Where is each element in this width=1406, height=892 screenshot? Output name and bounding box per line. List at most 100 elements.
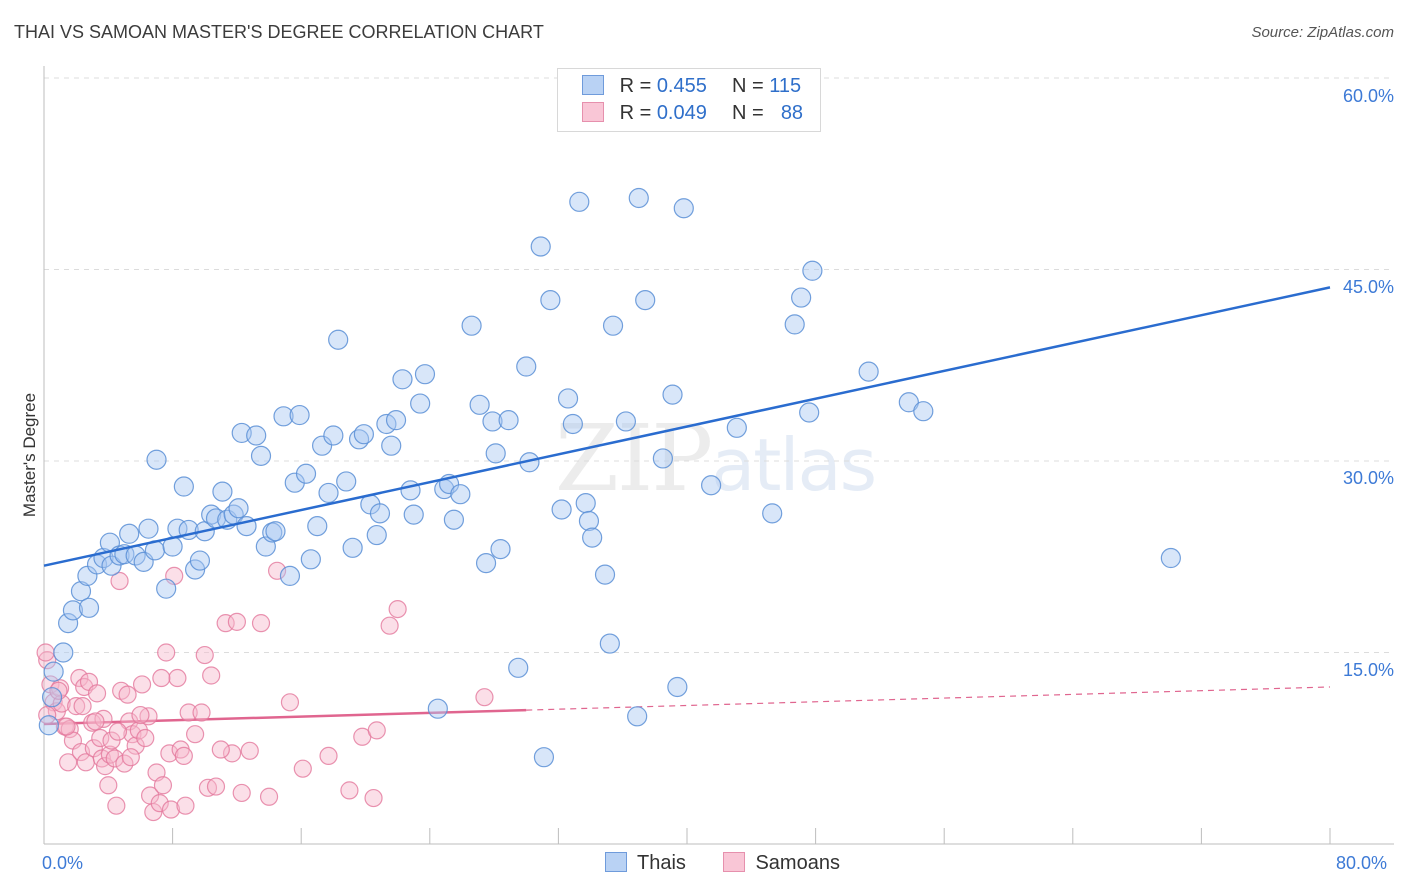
- samoans-point: [136, 728, 155, 748]
- thais-point: [482, 411, 503, 432]
- thais-point: [898, 392, 919, 413]
- samoans-point: [38, 705, 57, 725]
- thais-point: [41, 687, 63, 708]
- samoans-point: [118, 685, 137, 704]
- samoans-points: [36, 561, 494, 822]
- samoans-point: [121, 748, 140, 767]
- thais-point: [762, 503, 783, 524]
- samoans-point: [259, 787, 279, 806]
- thais-swatch: [605, 852, 627, 872]
- samoans-point: [38, 651, 57, 670]
- legend-item-thais: Thais: [605, 852, 686, 875]
- thais-point: [336, 471, 357, 492]
- legend-label-thais: Thais: [637, 852, 686, 874]
- thais-point: [485, 443, 506, 464]
- thais-point: [369, 503, 391, 524]
- thais-point: [575, 493, 596, 514]
- thais-point: [602, 315, 624, 336]
- thais-point: [307, 516, 328, 537]
- thais-point: [228, 498, 249, 519]
- thais-point: [381, 435, 402, 456]
- legend-r-value: 0.049: [656, 102, 707, 124]
- thais-trend-line: [43, 286, 1331, 567]
- thais-point: [498, 410, 519, 431]
- thais-point: [279, 565, 301, 587]
- samoans-point: [126, 736, 145, 755]
- samoans-point: [86, 712, 105, 731]
- x-tick-label: 0.0%: [42, 853, 84, 873]
- samoans-trend-extension: [526, 686, 1331, 711]
- samoans-point: [195, 645, 214, 665]
- samoans-point: [161, 800, 181, 819]
- thais-point: [530, 236, 551, 257]
- thais-point: [469, 394, 490, 415]
- legend-row-thais: R = 0.455 N = 115: [582, 75, 801, 98]
- samoans-point: [153, 776, 173, 795]
- thais-point: [156, 578, 177, 599]
- samoans-point: [227, 612, 246, 631]
- y-tick-label: 15.0%: [1342, 660, 1394, 680]
- samoans-swatch: [582, 102, 604, 122]
- legend-row-samoans: R = 0.049 N = 88: [582, 102, 803, 125]
- samoans-point: [267, 561, 287, 580]
- thais-trend: [43, 286, 1331, 567]
- thais-point: [802, 260, 823, 281]
- samoans-point: [67, 697, 86, 716]
- samoans-point: [60, 719, 79, 739]
- thais-point: [173, 476, 194, 497]
- thais-point: [289, 404, 310, 426]
- axes: [43, 66, 1394, 845]
- y-axis-label: Master's Degree: [20, 392, 39, 518]
- samoans-point: [102, 731, 121, 750]
- thais-point: [273, 406, 294, 427]
- samoans-point: [280, 693, 300, 712]
- legend-item-samoans: Samoans: [723, 852, 840, 875]
- thais-point: [43, 661, 64, 682]
- samoans-point: [293, 759, 312, 778]
- thais-point: [323, 425, 344, 446]
- thais-point: [799, 402, 820, 423]
- samoans-point: [107, 796, 126, 815]
- thais-point: [673, 198, 694, 219]
- samoans-point: [364, 788, 383, 808]
- thais-point: [366, 524, 387, 546]
- legend-n-value: 88: [780, 102, 804, 124]
- thais-point: [353, 424, 374, 445]
- thais-point: [38, 715, 59, 736]
- thais-point: [318, 482, 339, 504]
- samoans-point: [144, 802, 163, 822]
- legend-n-label: N =: [732, 102, 764, 124]
- samoans-point: [240, 741, 259, 760]
- samoans-point: [110, 571, 129, 591]
- thais-point: [667, 676, 688, 698]
- samoans-point: [36, 643, 55, 662]
- thais-point: [427, 698, 448, 719]
- samoans-point: [132, 675, 152, 694]
- thais-point: [540, 290, 561, 311]
- samoans-trend: [43, 686, 1331, 726]
- thais-point: [342, 537, 363, 558]
- y-tick-label: 60.0%: [1342, 86, 1394, 106]
- thais-point: [508, 657, 529, 678]
- legend-n-value: 115: [769, 75, 802, 97]
- thais-point: [78, 597, 100, 618]
- series-legend: Thais Samoans: [605, 852, 872, 875]
- y-tick-label: 45.0%: [1342, 277, 1394, 297]
- thais-point: [53, 642, 74, 663]
- thais-point: [58, 613, 79, 634]
- samoans-point: [160, 744, 179, 763]
- x-tick-label: 80.0%: [1336, 853, 1388, 873]
- thais-point: [701, 475, 722, 496]
- samoans-point: [99, 776, 118, 795]
- samoans-point: [176, 796, 195, 815]
- samoans-point: [222, 744, 242, 763]
- thais-point: [300, 549, 321, 570]
- samoans-point: [251, 614, 271, 633]
- thais-point: [628, 187, 649, 209]
- thais-point: [726, 417, 747, 438]
- thais-point: [392, 369, 413, 390]
- thais-point: [414, 364, 436, 385]
- samoans-point: [340, 781, 359, 800]
- samoans-point: [95, 757, 115, 776]
